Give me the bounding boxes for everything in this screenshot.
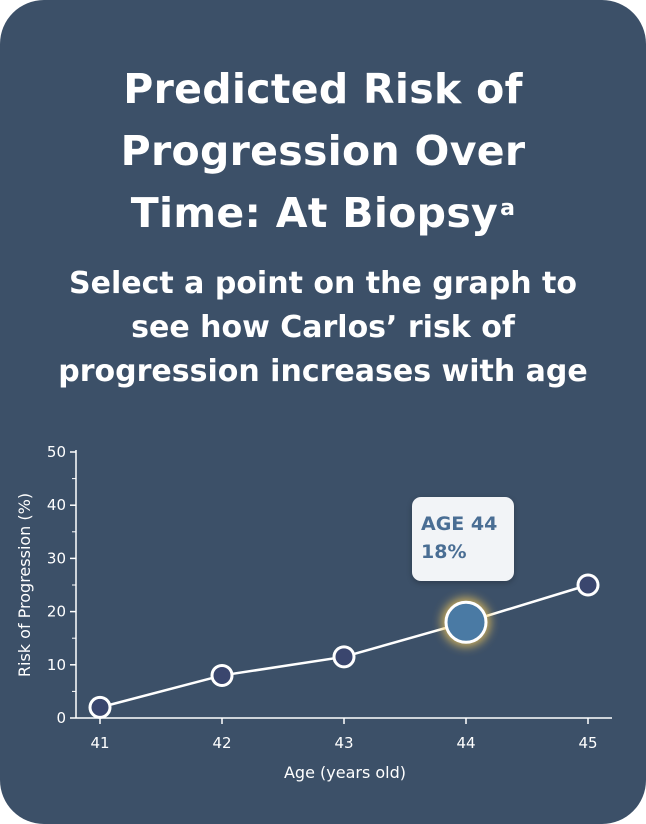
data-point-selected[interactable]: [444, 600, 488, 644]
x-tick-label: 45: [578, 734, 597, 752]
x-axis-title: Age (years old): [284, 763, 406, 782]
title-line: Predicted Risk of: [123, 65, 523, 113]
y-tick-label: 10: [47, 656, 66, 674]
data-point[interactable]: [332, 645, 356, 669]
x-tick-label: 42: [212, 734, 231, 752]
instruction-line: Select a point on the graph to: [69, 266, 577, 301]
data-point[interactable]: [88, 695, 112, 719]
instruction-line: see how Carlos’ risk of: [131, 310, 515, 345]
x-tick-label: 41: [90, 734, 109, 752]
title-line: Progression Over: [120, 127, 526, 175]
selected-point-tooltip: AGE 44 18%: [412, 497, 514, 581]
instruction-line: progression increases with age: [58, 354, 588, 389]
y-tick-label: 40: [47, 496, 66, 514]
instructions: Select a point on the graph to see how C…: [30, 262, 616, 394]
data-point[interactable]: [210, 663, 234, 687]
page-title: Predicted Risk of Progression Over Time:…: [0, 58, 646, 244]
title-line: Time: At Biopsya: [0, 182, 646, 244]
y-axis-title: Risk of Progression (%): [15, 493, 34, 677]
y-tick-label: 0: [56, 709, 66, 727]
data-point[interactable]: [576, 573, 600, 597]
y-tick-label: 20: [47, 603, 66, 621]
footnote-marker: a: [500, 196, 516, 221]
title-line-text: Time: At Biopsy: [130, 189, 499, 237]
tooltip-value: 18%: [421, 541, 467, 563]
tooltip-age: AGE 44: [421, 513, 498, 535]
y-tick-label: 50: [47, 443, 66, 461]
x-tick-label: 43: [334, 734, 353, 752]
x-tick-label: 44: [456, 734, 475, 752]
y-tick-label: 30: [47, 549, 66, 567]
